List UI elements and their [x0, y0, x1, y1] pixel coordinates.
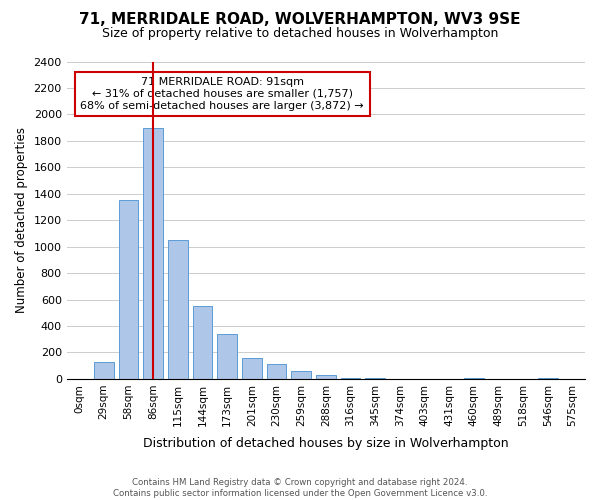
- Bar: [168, 240, 188, 379]
- X-axis label: Distribution of detached houses by size in Wolverhampton: Distribution of detached houses by size …: [143, 437, 509, 450]
- Bar: [538, 378, 558, 379]
- Bar: [316, 375, 336, 379]
- Bar: [242, 358, 262, 379]
- Bar: [193, 306, 212, 379]
- Bar: [143, 128, 163, 379]
- Bar: [291, 371, 311, 379]
- Bar: [464, 378, 484, 379]
- Y-axis label: Number of detached properties: Number of detached properties: [15, 127, 28, 313]
- Bar: [217, 334, 237, 379]
- Text: Contains HM Land Registry data © Crown copyright and database right 2024.
Contai: Contains HM Land Registry data © Crown c…: [113, 478, 487, 498]
- Text: Size of property relative to detached houses in Wolverhampton: Size of property relative to detached ho…: [102, 28, 498, 40]
- Bar: [341, 378, 361, 379]
- Bar: [94, 362, 113, 379]
- Bar: [266, 364, 286, 379]
- Text: 71 MERRIDALE ROAD: 91sqm
← 31% of detached houses are smaller (1,757)
68% of sem: 71 MERRIDALE ROAD: 91sqm ← 31% of detach…: [80, 78, 364, 110]
- Bar: [365, 378, 385, 379]
- Text: 71, MERRIDALE ROAD, WOLVERHAMPTON, WV3 9SE: 71, MERRIDALE ROAD, WOLVERHAMPTON, WV3 9…: [79, 12, 521, 28]
- Bar: [119, 200, 138, 379]
